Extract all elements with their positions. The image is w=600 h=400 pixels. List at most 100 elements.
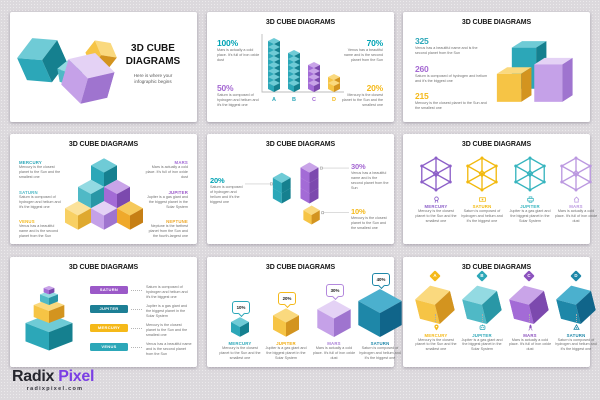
dotted-connector (435, 314, 436, 322)
brand-logo[interactable]: Radix Pixel radixpixel.com (12, 368, 98, 393)
callout-description: Mercury is the closest planet to the Sun… (351, 216, 387, 230)
item-label: SATURN (370, 341, 390, 346)
stat-value: 70% (366, 38, 384, 48)
col-mercury: MERCURY Mercury is the closest planet to… (414, 324, 458, 352)
pct-balloon: 10% (232, 301, 250, 314)
wireframe-cube-icon (560, 156, 592, 192)
callout-description: Venus has a beautiful name and is the se… (351, 171, 389, 190)
item-description: Jupiter is a gas giant and the biggest p… (509, 209, 551, 223)
slide-title: 3D CUBE DIAGRAMS (265, 264, 336, 271)
wire-col-jupiter: JUPITER Jupiter is a gas giant and the b… (508, 156, 552, 224)
slide-title: 3D CUBE DIAGRAMS (265, 141, 336, 148)
row-description: Saturn is composed of hydrogen and heliu… (146, 285, 188, 299)
stat-description: Venus has a beautiful name and is the se… (343, 48, 383, 62)
row-description: Jupiter is a gas giant and the biggest p… (146, 304, 187, 318)
dotted-connector (482, 314, 483, 322)
stat-description: Saturn is composed of hydrogen and heliu… (217, 93, 259, 107)
brand-website: radixpixel.com (26, 386, 84, 392)
item-description: Mars is actually a cold place. It's full… (554, 209, 598, 223)
brand-name-primary: Radix (12, 368, 55, 385)
stat-20: 20% Mercury is the closest planet to the… (339, 83, 383, 108)
slide-thumbnail-callouts[interactable]: 3D CUBE DIAGRAMS 20% Saturn is composed … (207, 134, 394, 244)
cube-saturn (358, 289, 402, 337)
col-saturn: SATURN Saturn is composed of hydrogen an… (358, 341, 402, 361)
item-description: Saturn is composed of hydrogen and heliu… (555, 337, 597, 352)
stat-325: 325 Venus has a beautiful name and is th… (415, 36, 489, 56)
home-icon (573, 196, 579, 203)
pill-venus: VENUS (90, 343, 128, 351)
stacked-cubes-illustration (25, 285, 73, 351)
svg-text:D: D (332, 97, 336, 103)
wire-col-mars: MARS Mars is actually a cold place. It's… (554, 156, 598, 224)
slide-thumbnail-growing-cubes[interactable]: 3D CUBE DIAGRAMS 10% 20% 30% 40% MERCURY… (207, 257, 402, 367)
cube-pyramid-illustration (65, 158, 143, 230)
stat-description: Venus has a beautiful name and is the se… (415, 46, 478, 55)
bar-B (288, 50, 300, 92)
callout-20: 20% Saturn is composed of hydrogen and h… (210, 176, 244, 205)
cover-title-line1: 3D CUBE (131, 43, 175, 54)
slide-thumbnail-cover[interactable]: 3D CUBE DIAGRAMS Here is where your info… (10, 12, 197, 122)
connector-line (131, 347, 142, 348)
col-mars: MARS Mars is actually a cold place. It's… (508, 324, 552, 352)
rocket-icon (527, 324, 533, 331)
slide-thumbnail-bar-chart[interactable]: 3D CUBE DIAGRAMS A B C D 100% Mars (207, 12, 394, 122)
item-label: JUPITER (276, 341, 296, 346)
stat-description: Mars is actually a cold place. It's full… (217, 48, 260, 62)
item-label: MARS (569, 204, 583, 209)
cover-cubes-illustration (12, 29, 118, 111)
pill-mercury: MERCURY (90, 324, 128, 332)
slide-title: 3D CUBE DIAGRAMS (68, 264, 139, 271)
stat-50: 50% Saturn is composed of hydrogen and h… (217, 83, 261, 108)
wire-col-saturn: SATURN Saturn is composed of hydrogen an… (460, 156, 504, 224)
item-label: VENUS (19, 219, 35, 224)
item-label: MERCURY (228, 341, 252, 346)
box-yellow (496, 67, 532, 102)
item-jupiter: JUPITER Jupiter is a gas giant and the b… (144, 190, 188, 210)
wireframe-cube-icon (514, 156, 546, 192)
medal-icon (433, 196, 439, 203)
svg-text:A: A (272, 97, 276, 103)
bar-C (308, 62, 320, 92)
letter-diamond: A (429, 270, 441, 282)
item-mercury: MERCURY Mercury is the closest planet to… (19, 160, 63, 180)
cube-stacks-illustration (245, 162, 349, 225)
cuboid-columns-illustration (496, 41, 573, 102)
purple-stack (300, 162, 319, 204)
pill-saturn: SATURN (90, 286, 128, 294)
dotted-connector (529, 314, 530, 322)
col-mars: MARS Mars is actually a cold place. It's… (312, 341, 356, 361)
robot-icon (479, 324, 485, 330)
pct-balloon: 40% (372, 273, 390, 286)
item-label: MERCURY (424, 204, 448, 209)
slide-thumbnail-tilted-cubes[interactable]: 3D CUBE DIAGRAMS A MERCURY Mercury is th… (403, 257, 598, 367)
item-label: SATURN (566, 332, 586, 338)
slide-title: 3D CUBE DIAGRAMS (461, 19, 532, 26)
slide-thumbnail-list[interactable]: 3D CUBE DIAGRAMS SATURN Saturn is compos… (10, 257, 197, 367)
item-description: Mercury is the closest planet to the Sun… (219, 346, 261, 360)
pct-balloon: 20% (278, 292, 296, 305)
wireframe-cube-icon (420, 156, 452, 192)
item-saturn: SATURN Saturn is composed of hydrogen an… (19, 190, 63, 210)
wireframe-cube-icon (466, 156, 498, 192)
connector-line (131, 309, 142, 310)
slide-thumbnail-numbers[interactable]: 3D CUBE DIAGRAMS 325 Venus has a beautif… (403, 12, 590, 122)
item-description: Jupiter is a gas giant and the biggest p… (461, 337, 503, 352)
item-description: Mercury is the closest planet to the Sun… (415, 209, 457, 223)
callout-value: 20% (210, 176, 225, 185)
item-description: Jupiter is a gas giant and the biggest p… (265, 346, 307, 360)
pill-jupiter: JUPITER (90, 305, 128, 313)
slide-thumbnail-wireframes[interactable]: 3D CUBE DIAGRAMS MERCURY Mercury is the … (403, 134, 597, 244)
item-description: Saturn is composed of hydrogen and heliu… (461, 209, 503, 223)
item-label: MARS (174, 160, 188, 165)
item-label: MERCURY (19, 160, 42, 165)
cube-mercury (231, 317, 249, 337)
slide-thumbnail-pyramid[interactable]: 3D CUBE DIAGRAMS MERCURY Mercury is the … (10, 134, 197, 244)
brand-name-secondary: Pixel (58, 368, 95, 385)
yellow-cube (303, 205, 320, 225)
box-purple (534, 57, 573, 102)
stat-description: Mercury is the closest planet to the Sun… (341, 93, 383, 107)
item-description: Mars is actually a cold place. It's full… (145, 165, 188, 179)
cover-title-block: 3D CUBE DIAGRAMS Here is where your info… (116, 42, 190, 86)
item-description: Saturn is composed of hydrogen and heliu… (359, 346, 401, 360)
